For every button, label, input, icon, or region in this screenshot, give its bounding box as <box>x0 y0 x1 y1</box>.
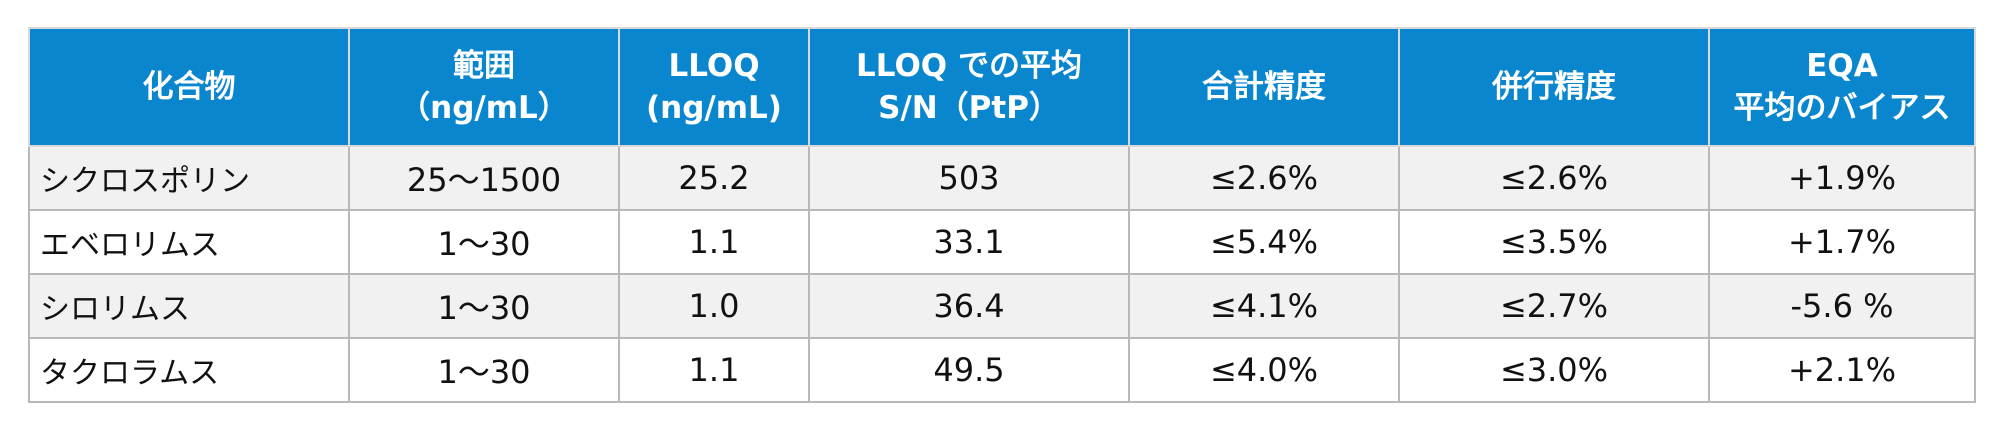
cell-total-precision: ≤5.4% <box>1128 209 1400 275</box>
cell-repeatability: ≤2.6% <box>1398 145 1710 211</box>
header-eqa-bias-line2: 平均のバイアス <box>1733 90 1951 126</box>
header-lloq-line1: LLOQ <box>668 48 760 84</box>
cell-eqa-bias: +1.7% <box>1708 209 1976 275</box>
table-row: シクロスポリン 25～1500 25.2 503 ≤2.6% ≤2.6% +1.… <box>28 145 1976 211</box>
cell-repeatability: ≤3.0% <box>1398 337 1710 403</box>
cell-lloq: 1.1 <box>618 209 810 275</box>
cell-repeatability: ≤2.7% <box>1398 273 1710 339</box>
header-repeatability-line1: 併行精度 <box>1492 69 1616 105</box>
cell-sn: 36.4 <box>808 273 1130 339</box>
cell-lloq: 1.0 <box>618 273 810 339</box>
header-lloq-line2: (ng/mL) <box>646 90 782 126</box>
table-row: エベロリムス 1～30 1.1 33.1 ≤5.4% ≤3.5% +1.7% <box>28 209 1976 275</box>
cell-sn: 49.5 <box>808 337 1130 403</box>
header-row: 化合物 範囲 （ng/mL） LLOQ (ng/mL) LLOQ での平均 S/… <box>28 27 1976 147</box>
cell-total-precision: ≤2.6% <box>1128 145 1400 211</box>
table-row: シロリムス 1～30 1.0 36.4 ≤4.1% ≤2.7% -5.6 % <box>28 273 1976 339</box>
cell-range: 25～1500 <box>348 145 620 211</box>
header-compound: 化合物 <box>28 27 350 147</box>
cell-eqa-bias: +1.9% <box>1708 145 1976 211</box>
header-range-line1: 範囲 <box>453 48 515 84</box>
header-sn-line2: S/N（PtP） <box>878 90 1060 126</box>
header-repeatability: 併行精度 <box>1398 27 1710 147</box>
header-sn: LLOQ での平均 S/N（PtP） <box>808 27 1130 147</box>
cell-compound: シロリムス <box>28 273 350 339</box>
cell-range: 1～30 <box>348 273 620 339</box>
cell-eqa-bias: +2.1% <box>1708 337 1976 403</box>
table-container: 化合物 範囲 （ng/mL） LLOQ (ng/mL) LLOQ での平均 S/… <box>28 27 1976 403</box>
header-total-precision: 合計精度 <box>1128 27 1400 147</box>
cell-lloq: 1.1 <box>618 337 810 403</box>
cell-total-precision: ≤4.1% <box>1128 273 1400 339</box>
cell-compound: シクロスポリン <box>28 145 350 211</box>
cell-compound: タクロラムス <box>28 337 350 403</box>
header-eqa-bias-line1: EQA <box>1806 48 1878 84</box>
data-table: 化合物 範囲 （ng/mL） LLOQ (ng/mL) LLOQ での平均 S/… <box>28 27 1976 403</box>
header-range: 範囲 （ng/mL） <box>348 27 620 147</box>
table-row: タクロラムス 1～30 1.1 49.5 ≤4.0% ≤3.0% +2.1% <box>28 337 1976 403</box>
header-total-precision-line1: 合計精度 <box>1202 69 1326 105</box>
header-eqa-bias: EQA 平均のバイアス <box>1708 27 1976 147</box>
cell-sn: 33.1 <box>808 209 1130 275</box>
header-compound-line1: 化合物 <box>142 69 236 105</box>
cell-lloq: 25.2 <box>618 145 810 211</box>
header-range-line2: （ng/mL） <box>399 90 569 126</box>
cell-repeatability: ≤3.5% <box>1398 209 1710 275</box>
cell-range: 1～30 <box>348 209 620 275</box>
header-sn-line1: LLOQ での平均 <box>856 48 1082 84</box>
cell-sn: 503 <box>808 145 1130 211</box>
cell-total-precision: ≤4.0% <box>1128 337 1400 403</box>
header-lloq: LLOQ (ng/mL) <box>618 27 810 147</box>
cell-compound: エベロリムス <box>28 209 350 275</box>
cell-eqa-bias: -5.6 % <box>1708 273 1976 339</box>
cell-range: 1～30 <box>348 337 620 403</box>
